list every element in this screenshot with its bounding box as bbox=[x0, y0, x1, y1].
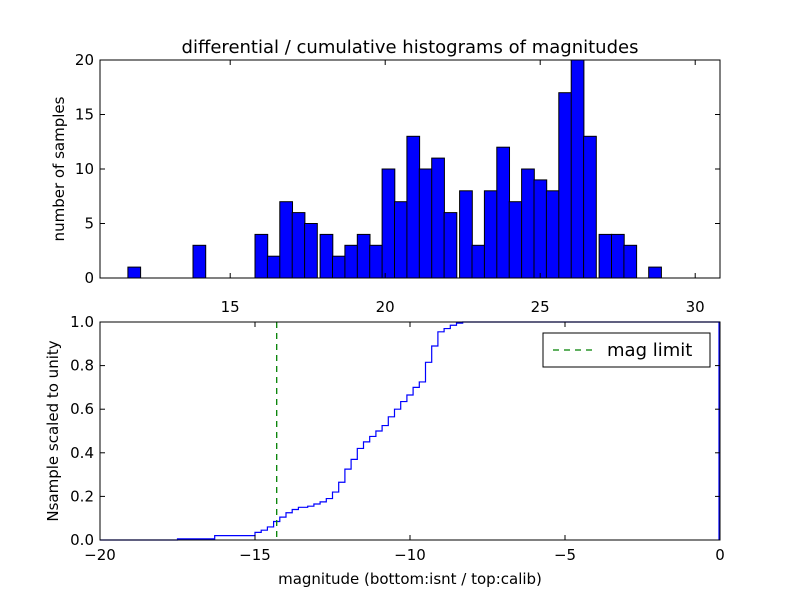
top-bar-4 bbox=[279, 201, 294, 279]
top-bar-19 bbox=[471, 244, 486, 279]
top-bar-23 bbox=[521, 168, 535, 279]
top-bar-30 bbox=[611, 233, 625, 279]
top-x-tick-label: 25 bbox=[531, 298, 550, 316]
top-bar-14 bbox=[406, 135, 421, 279]
top-bar-3 bbox=[266, 255, 281, 279]
top-bar-24 bbox=[533, 179, 548, 279]
bottom-y-tick-label: 0.4 bbox=[70, 444, 94, 462]
top-x-tick-label: 15 bbox=[221, 298, 240, 316]
top-bar-27 bbox=[570, 59, 585, 279]
bottom-axis-ticks: −20 −15 −10 −5 0 0.0 0.2 0.4 0.6 0.8 1.0 bbox=[70, 313, 725, 564]
bottom-x-tick-label: −10 bbox=[394, 546, 426, 564]
top-y-tick-label: 20 bbox=[75, 51, 94, 69]
top-histogram-bars bbox=[127, 59, 662, 279]
top-bar-5 bbox=[291, 212, 306, 279]
top-bar-29 bbox=[598, 233, 613, 279]
top-y-tick-label: 0 bbox=[84, 269, 94, 287]
top-x-tick-label: 20 bbox=[376, 298, 395, 316]
top-bar-16 bbox=[431, 157, 445, 279]
top-bar-2 bbox=[254, 233, 269, 279]
top-bar-6 bbox=[304, 223, 318, 279]
top-y-tick-label: 5 bbox=[84, 215, 94, 233]
bottom-x-axis-label: magnitude (bottom:isnt / top:calib) bbox=[278, 570, 542, 588]
top-bar-10 bbox=[356, 233, 371, 279]
top-bar-1 bbox=[192, 244, 207, 279]
bottom-y-tick-label: 0.6 bbox=[70, 400, 94, 418]
top-bar-20 bbox=[483, 190, 498, 279]
top-bar-31 bbox=[623, 244, 638, 279]
top-x-tick-label: 30 bbox=[686, 298, 705, 316]
legend-mag-limit-label: mag limit bbox=[607, 340, 692, 361]
top-bar-0 bbox=[127, 266, 142, 279]
legend: mag limit bbox=[542, 332, 711, 368]
bottom-x-tick-label: 0 bbox=[715, 546, 725, 564]
top-bar-17 bbox=[443, 212, 458, 279]
bottom-y-tick-label: 0.8 bbox=[70, 357, 94, 375]
top-bar-7 bbox=[319, 233, 334, 279]
bottom-y-tick-label: 0.2 bbox=[70, 487, 94, 505]
cumulative-step-line bbox=[100, 321, 720, 541]
top-bar-15 bbox=[418, 168, 433, 279]
top-y-tick-label: 10 bbox=[75, 160, 94, 178]
top-y-axis-label: number of samples bbox=[50, 96, 68, 241]
top-bar-32 bbox=[648, 266, 662, 279]
bottom-y-tick-label: 0.0 bbox=[70, 531, 94, 549]
top-bar-12 bbox=[381, 168, 396, 279]
bottom-x-tick-label: −15 bbox=[239, 546, 271, 564]
top-bar-26 bbox=[558, 92, 573, 279]
top-bar-9 bbox=[344, 244, 359, 279]
top-bar-11 bbox=[369, 244, 383, 279]
legend-box bbox=[542, 332, 711, 368]
top-bar-25 bbox=[545, 190, 560, 279]
top-y-tick-label: 15 bbox=[75, 106, 94, 124]
top-bar-21 bbox=[496, 146, 511, 279]
top-title: differential / cumulative histograms of … bbox=[182, 37, 639, 58]
top-axis-ticks: 15 20 25 30 0 5 10 15 20 bbox=[75, 51, 720, 316]
bottom-y-tick-label: 1.0 bbox=[70, 313, 94, 331]
top-bar-22 bbox=[508, 201, 523, 279]
bottom-x-tick-label: −20 bbox=[84, 546, 116, 564]
bottom-y-axis-label: Nsample scaled to unity bbox=[44, 340, 62, 521]
top-bar-18 bbox=[459, 190, 473, 279]
top-bar-8 bbox=[332, 255, 346, 279]
bottom-cumulative-plot bbox=[100, 321, 720, 541]
bottom-x-tick-label: −5 bbox=[554, 546, 576, 564]
top-bar-28 bbox=[583, 135, 597, 279]
top-bar-13 bbox=[394, 201, 408, 279]
